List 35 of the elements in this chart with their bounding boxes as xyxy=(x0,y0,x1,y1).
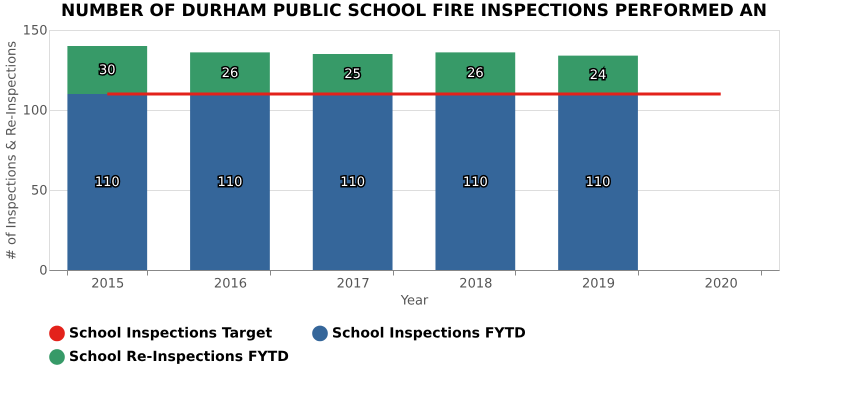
data-label: 110 xyxy=(218,175,242,190)
legend-label: School Inspections Target xyxy=(69,325,272,342)
y-tick-label: 50 xyxy=(30,184,48,198)
x-tick-label: 2015 xyxy=(91,276,124,292)
x-tick-label: 2019 xyxy=(582,276,616,292)
x-tick-label: 2017 xyxy=(336,276,370,292)
y-tick-label: 0 xyxy=(39,264,48,278)
bar xyxy=(67,46,148,94)
bar xyxy=(190,94,270,270)
data-label: 26 xyxy=(222,66,238,82)
legend-label: School Inspections FYTD xyxy=(332,325,526,342)
bar xyxy=(190,52,270,94)
bar xyxy=(435,52,516,94)
legend-label: School Re-Inspections FYTD xyxy=(69,349,289,365)
data-label: 25 xyxy=(344,67,361,82)
x-tick-label: 2020 xyxy=(704,276,738,292)
y-tick-label: 150 xyxy=(22,24,48,38)
x-tick-label: 2018 xyxy=(459,276,492,292)
y-tick-label: 100 xyxy=(22,104,48,118)
data-label: 110 xyxy=(340,175,366,190)
data-label: 110 xyxy=(586,175,610,190)
x-tick-label: 2016 xyxy=(214,276,248,292)
x-axis-title: Year xyxy=(400,294,429,308)
bar xyxy=(67,94,148,270)
data-label: 110 xyxy=(462,175,488,190)
data-label: 110 xyxy=(94,175,120,190)
bar xyxy=(312,94,393,270)
data-label: 24 xyxy=(590,68,606,83)
bar xyxy=(435,94,516,270)
data-label: 30 xyxy=(99,63,116,78)
bar xyxy=(558,94,638,270)
chart-title: NUMBER OF DURHAM PUBLIC SCHOOL FIRE INSPECTIONS PERFORMED AN xyxy=(60,1,768,21)
bar xyxy=(558,56,638,94)
y-axis-title: # of Inspections & Re-Inspections xyxy=(4,40,20,260)
data-label: 26 xyxy=(467,66,484,82)
